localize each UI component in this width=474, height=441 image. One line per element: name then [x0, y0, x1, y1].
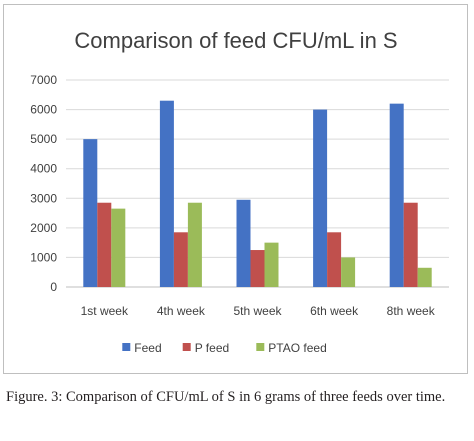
x-tick-label: 6th week: [310, 304, 359, 318]
y-axis-ticks: 0 1000 2000 3000 4000 5000 6000 7000: [30, 73, 57, 294]
bar-feed: [389, 103, 404, 288]
gridlines: [66, 79, 449, 288]
bar-ptao-feed: [111, 208, 126, 287]
legend-swatch: [256, 343, 265, 351]
bar-ptao-feed: [264, 242, 279, 287]
x-tick-label: 1st week: [81, 304, 129, 318]
legend-swatch: [182, 343, 191, 351]
bars: [83, 100, 432, 288]
chart-title: Comparison of feed CFU/mL in S: [74, 28, 397, 53]
bar-p-feed: [250, 250, 265, 287]
legend-label: P feed: [195, 341, 229, 355]
bar-feed: [83, 139, 98, 287]
y-tick-label: 4000: [30, 162, 57, 176]
bar-chart: Comparison of feed CFU/mL in S 0 1000 2000…: [30, 28, 449, 355]
x-tick-label: 8th week: [387, 304, 436, 318]
legend-label: PTAO feed: [268, 341, 326, 355]
y-tick-label: 0: [50, 280, 57, 294]
x-tick-label: 4th week: [157, 304, 206, 318]
bar-p-feed: [97, 202, 112, 287]
figure-caption: Figure. 3: Comparison of CFU/mL of S in …: [6, 389, 446, 405]
bar-feed: [313, 109, 328, 287]
bar-feed: [236, 199, 251, 287]
bar-ptao-feed: [341, 257, 356, 287]
y-tick-label: 2000: [30, 221, 57, 235]
legend: Feed P feed PTAO feed: [122, 341, 327, 355]
x-axis-ticks: 1st week 4th week 5th week 6th week 8th week: [81, 304, 436, 318]
y-tick-label: 3000: [30, 191, 57, 205]
bar-p-feed: [327, 232, 342, 287]
y-tick-label: 5000: [30, 132, 57, 146]
bar-ptao-feed: [187, 202, 202, 287]
legend-swatch: [122, 343, 131, 351]
y-tick-label: 6000: [30, 103, 57, 117]
bar-p-feed: [403, 202, 418, 287]
bar-p-feed: [173, 232, 188, 287]
bar-feed: [159, 100, 174, 287]
chart-frame: Comparison of feed CFU/mL in S 0 1000 2000…: [3, 4, 468, 374]
x-tick-label: 5th week: [233, 304, 282, 318]
y-tick-label: 7000: [30, 73, 57, 87]
legend-label: Feed: [134, 341, 161, 355]
y-tick-label: 1000: [30, 250, 57, 264]
bar-ptao-feed: [417, 267, 432, 287]
